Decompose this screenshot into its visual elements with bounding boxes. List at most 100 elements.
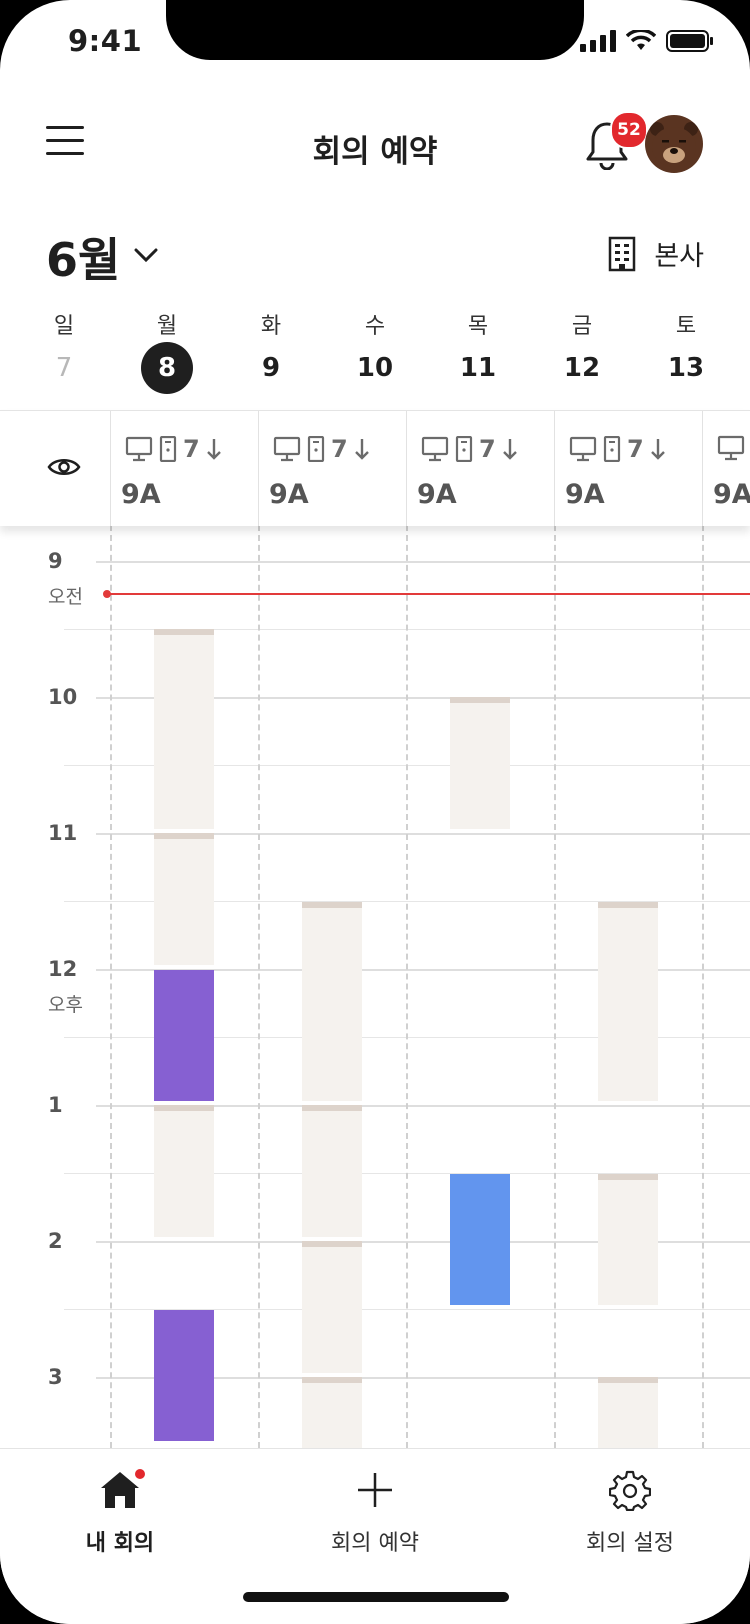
tab-meeting-settings[interactable]: 회의 설정: [520, 1469, 740, 1557]
monitor-icon: [421, 436, 449, 462]
my-meeting-block[interactable]: [154, 1310, 214, 1441]
room-amenities: 7: [421, 435, 518, 463]
available-slot[interactable]: [598, 902, 658, 1101]
location-label: 본사: [654, 241, 704, 272]
home-indicator: [243, 1592, 509, 1602]
status-icons: [580, 30, 714, 52]
notification-badge: 52: [610, 111, 648, 149]
month-row: 6월 본사: [0, 220, 750, 290]
column-divider: [406, 525, 408, 1448]
day-name: 월: [156, 314, 178, 339]
day-fri[interactable]: 금 12: [552, 308, 612, 394]
available-slot[interactable]: [154, 629, 214, 829]
plus-icon: [358, 1473, 392, 1507]
day-number: 12: [563, 353, 601, 383]
available-slot[interactable]: [450, 697, 510, 829]
room-column[interactable]: 7 9A: [406, 411, 554, 526]
day-number: 13: [667, 353, 705, 383]
hour-line: [96, 969, 750, 971]
column-divider: [258, 525, 260, 1448]
tab-label: 회의 예약: [331, 1531, 419, 1556]
signal-icon: [580, 30, 616, 52]
column-divider: [554, 525, 556, 1448]
available-slot[interactable]: [302, 1377, 362, 1448]
location-selector[interactable]: 본사: [608, 234, 704, 273]
status-time: 9:41: [68, 24, 143, 58]
day-number: 8: [141, 342, 193, 394]
day-wed[interactable]: 수 10: [345, 308, 405, 394]
hour-line: [96, 1377, 750, 1379]
available-slot[interactable]: [598, 1174, 658, 1305]
tab-label: 내 회의: [85, 1531, 155, 1556]
chevron-down-icon[interactable]: [133, 246, 159, 264]
room-header-bar: 7 9A 7 9A 7 9A: [0, 410, 750, 526]
hour-label: 12: [48, 957, 78, 981]
available-slot[interactable]: [302, 1105, 362, 1237]
avatar[interactable]: [645, 115, 703, 173]
hour-label: 11: [48, 821, 78, 845]
day-number: 11: [459, 353, 497, 383]
my-meeting-block[interactable]: [154, 970, 214, 1101]
day-name: 화: [260, 314, 282, 339]
phone-device-icon: [455, 436, 473, 462]
monitor-icon: [273, 436, 301, 462]
hour-label: 2: [48, 1229, 63, 1253]
day-name: 토: [675, 314, 697, 339]
phone-device-icon: [307, 436, 325, 462]
gear-icon: [608, 1470, 652, 1512]
day-name: 금: [571, 314, 593, 339]
available-slot[interactable]: [154, 1105, 214, 1237]
available-slot[interactable]: [154, 833, 214, 965]
day-sat[interactable]: 토 13: [656, 308, 716, 394]
hour-label: 10: [48, 685, 78, 709]
timeline-grid: 9 오전 10 11 12 오후 1 2 3: [0, 525, 750, 1448]
column-divider: [702, 525, 704, 1448]
hour-label: 9: [48, 549, 63, 573]
room-amenities: 7: [125, 435, 222, 463]
tab-label: 회의 설정: [586, 1531, 674, 1556]
arrow-down-icon: [354, 439, 369, 460]
room-amenities: [717, 435, 745, 461]
room-column[interactable]: 7 9A: [258, 411, 406, 526]
room-amenities: 7: [569, 435, 666, 463]
column-divider: [110, 525, 112, 1448]
hour-line: [96, 1241, 750, 1243]
battery-icon: [666, 30, 713, 52]
hour-line: [96, 833, 750, 835]
room-column[interactable]: 7 9A: [110, 411, 258, 526]
month-selector[interactable]: 6월: [46, 233, 121, 287]
arrow-down-icon: [502, 439, 517, 460]
app-header: 회의 예약: [0, 100, 750, 190]
day-name: 일: [53, 314, 75, 339]
phone-device-icon: [603, 436, 621, 462]
room-name: 9A: [417, 479, 457, 510]
room-column[interactable]: 9A: [702, 411, 750, 526]
room-capacity: 7: [627, 435, 644, 463]
building-icon: [609, 236, 636, 271]
wifi-icon: [626, 30, 656, 50]
new-indicator-dot: [135, 1469, 145, 1479]
tab-book-meeting[interactable]: 회의 예약: [265, 1469, 485, 1557]
day-name: 목: [467, 314, 489, 339]
available-slot[interactable]: [302, 902, 362, 1101]
available-slot[interactable]: [302, 1241, 362, 1373]
hour-line: [96, 697, 750, 699]
room-name: 9A: [121, 479, 161, 510]
available-slot[interactable]: [598, 1377, 658, 1448]
hour-line: [96, 1105, 750, 1107]
eye-icon[interactable]: [47, 455, 81, 479]
room-capacity: 7: [183, 435, 200, 463]
room-column[interactable]: 7 9A: [554, 411, 702, 526]
tab-my-meetings[interactable]: 내 회의: [10, 1469, 230, 1557]
booked-meeting-block[interactable]: [450, 1174, 510, 1305]
day-number: 9: [261, 353, 281, 383]
day-number: 10: [356, 353, 394, 383]
monitor-icon: [569, 436, 597, 462]
menu-icon[interactable]: [46, 126, 84, 156]
hour-line: [96, 561, 750, 563]
day-thu[interactable]: 목 11: [448, 308, 508, 394]
